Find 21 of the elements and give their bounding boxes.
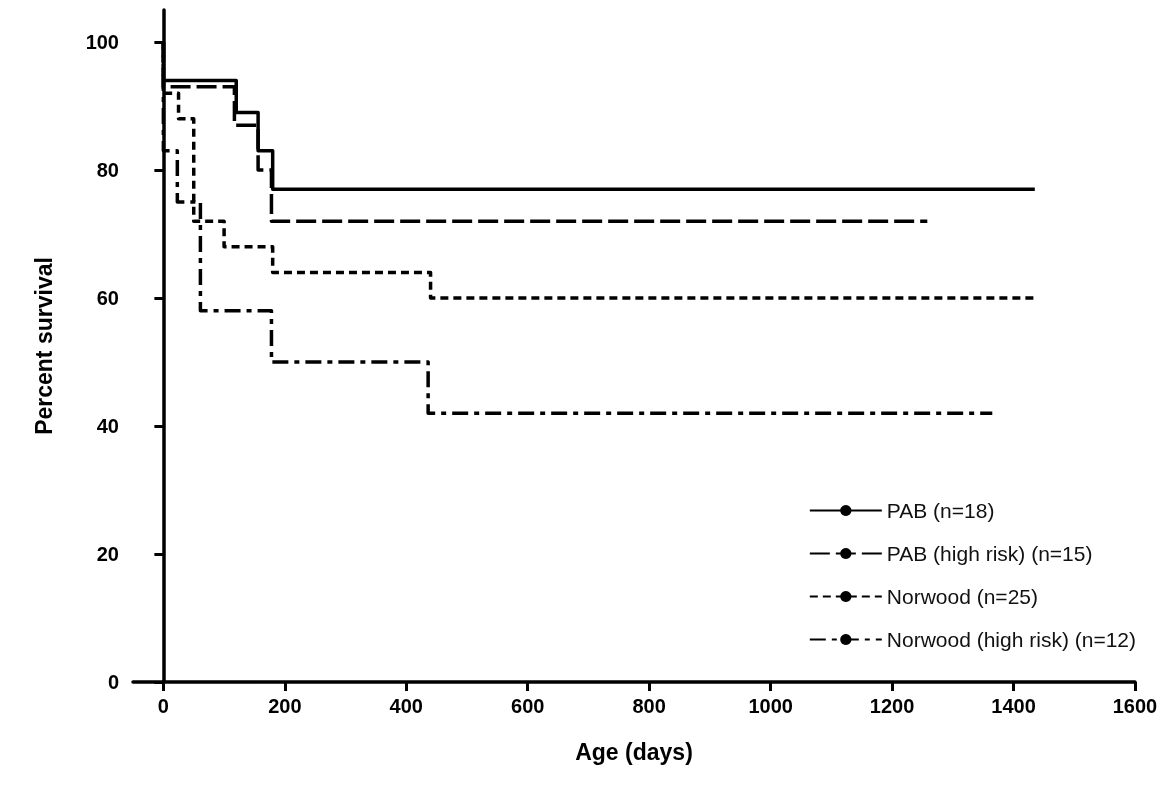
x-tick-label: 1400 (991, 695, 1036, 717)
x-tick-label: 1200 (869, 695, 915, 717)
x-axis-title: Age (days) (575, 738, 693, 765)
y-tick-label: 20 (96, 543, 119, 565)
x-tick-label: 1000 (748, 695, 793, 717)
x-tick-label: 800 (632, 695, 666, 717)
x-tick-label: 0 (157, 695, 169, 717)
y-tick-label: 100 (85, 31, 119, 53)
x-tick-label: 1600 (1112, 695, 1158, 717)
y-axis-title: Percent survival (30, 257, 57, 435)
legend-label: PAB (high risk) (n=15) (886, 542, 1093, 565)
y-tick-label: 80 (96, 159, 119, 181)
y-tick-label: 60 (96, 287, 119, 309)
legend-label: Norwood (high risk) (n=12) (886, 628, 1137, 651)
y-tick-label: 40 (96, 415, 119, 437)
x-tick-label: 600 (511, 695, 545, 717)
y-tick-label: 0 (107, 671, 119, 693)
x-tick-label: 400 (389, 695, 423, 717)
x-tick-label: 200 (268, 695, 302, 717)
legend-label: Norwood (n=25) (886, 585, 1038, 608)
legend-label: PAB (n=18) (886, 499, 995, 522)
